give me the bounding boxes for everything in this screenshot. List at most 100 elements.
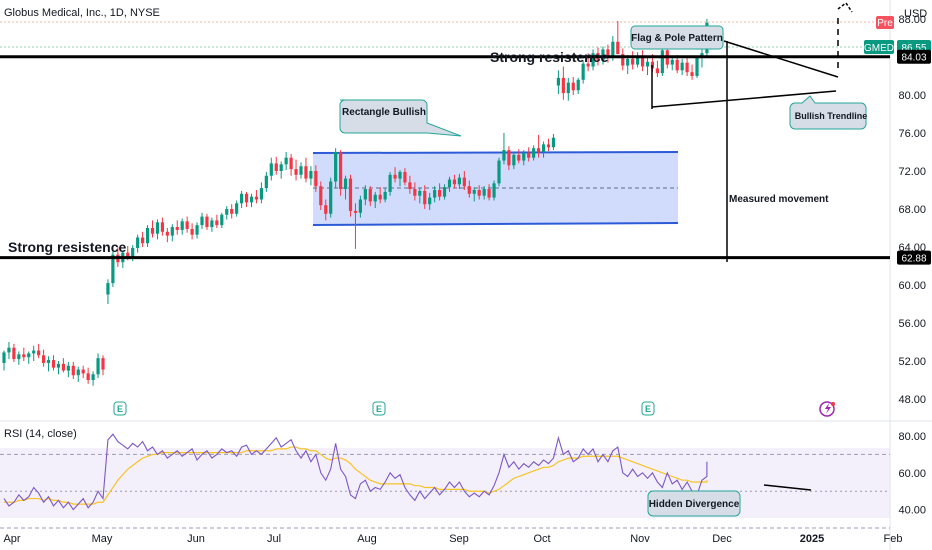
candle-body bbox=[185, 221, 189, 229]
candle bbox=[522, 150, 526, 166]
candle bbox=[284, 152, 288, 171]
currency-label[interactable]: USD bbox=[904, 8, 927, 20]
flag-upper-line bbox=[723, 40, 839, 78]
candle-body bbox=[522, 152, 526, 161]
rsi-line bbox=[3, 433, 708, 511]
candle-body bbox=[126, 252, 130, 257]
last-price-label: 86.55 bbox=[901, 43, 926, 54]
time-tick-label: Sep bbox=[449, 533, 469, 545]
candle bbox=[561, 66, 565, 100]
candle bbox=[106, 279, 110, 304]
time-axis[interactable]: Apr May Jun Jul Aug Sep Oct Nov Dec 2025 Feb bbox=[3, 533, 902, 545]
candle-body bbox=[433, 190, 437, 198]
candle bbox=[249, 193, 254, 208]
candle bbox=[388, 171, 392, 196]
candle bbox=[76, 366, 80, 382]
candle bbox=[408, 175, 412, 194]
candle bbox=[636, 52, 640, 68]
candle bbox=[438, 183, 442, 201]
candle bbox=[695, 56, 699, 78]
candle-body bbox=[319, 186, 323, 206]
candle-body bbox=[581, 63, 585, 80]
candle-body bbox=[348, 178, 353, 211]
candle-body bbox=[2, 352, 6, 363]
candle bbox=[378, 187, 382, 204]
candle bbox=[309, 166, 313, 186]
divergence-label: Hidden Divergence bbox=[649, 499, 740, 510]
earnings-icon-1: E bbox=[117, 404, 123, 414]
candle-body bbox=[32, 350, 36, 354]
candle-body bbox=[61, 363, 65, 371]
candle bbox=[512, 152, 516, 170]
candle bbox=[145, 225, 150, 247]
candle-body bbox=[368, 189, 372, 202]
candle bbox=[492, 180, 496, 201]
time-tick-label: Jun bbox=[187, 533, 205, 545]
candle bbox=[393, 167, 397, 183]
candle bbox=[433, 186, 437, 203]
candle-body bbox=[91, 374, 95, 380]
candle bbox=[398, 170, 402, 187]
earnings-icon-2: E bbox=[376, 404, 382, 414]
candle-body bbox=[264, 175, 268, 189]
divergence-callout: Hidden Divergence bbox=[647, 490, 741, 517]
candle bbox=[329, 177, 333, 218]
candle-body bbox=[274, 163, 278, 171]
upcoming-event-icon[interactable] bbox=[819, 401, 835, 417]
candle bbox=[467, 180, 471, 198]
earnings-marker-3[interactable]: E bbox=[641, 401, 655, 416]
candle-body bbox=[527, 152, 531, 158]
candle-body bbox=[299, 166, 303, 175]
candle bbox=[240, 190, 244, 209]
candle bbox=[319, 181, 323, 210]
rectangle-label: Rectangle Bullish bbox=[342, 107, 426, 118]
time-tick-label: May bbox=[92, 533, 113, 545]
candle-body bbox=[175, 227, 179, 230]
candle-body bbox=[304, 166, 308, 179]
candle-body bbox=[690, 72, 694, 76]
measured-movement-label: Measured movement bbox=[729, 194, 829, 205]
candle-body bbox=[244, 193, 249, 203]
price-axis[interactable]: 88.0084.0080.0076.0072.0068.0064.0060.00… bbox=[898, 14, 926, 406]
candle-body bbox=[195, 225, 199, 235]
rectangle-bottom-line bbox=[312, 222, 679, 226]
candle-body bbox=[343, 178, 348, 190]
price-tick-label: 56.00 bbox=[898, 318, 926, 330]
candle bbox=[7, 342, 11, 360]
candle bbox=[111, 248, 115, 287]
candle bbox=[606, 44, 610, 63]
resistance-label-bottom: Strong resistence bbox=[8, 239, 126, 255]
candle-body bbox=[591, 53, 595, 67]
candle-body bbox=[294, 169, 298, 175]
candle bbox=[418, 188, 422, 204]
candle bbox=[304, 157, 308, 183]
candle-body bbox=[576, 79, 580, 91]
candle bbox=[363, 185, 367, 206]
candle-body bbox=[472, 190, 476, 194]
candle bbox=[660, 48, 664, 76]
candle-body bbox=[205, 216, 209, 228]
rectangle-callout: Rectangle Bullish bbox=[339, 99, 462, 137]
earnings-marker-2[interactable]: E bbox=[372, 401, 386, 416]
candle-body bbox=[314, 171, 318, 187]
candle bbox=[645, 56, 650, 76]
candle-body bbox=[512, 154, 516, 166]
price-tick-label: 60.00 bbox=[898, 280, 926, 292]
pre-badge bbox=[876, 16, 894, 29]
earnings-marker-1[interactable]: E bbox=[113, 401, 127, 416]
candle bbox=[413, 182, 417, 201]
candle-body bbox=[680, 62, 684, 71]
candle bbox=[532, 145, 536, 161]
candle bbox=[626, 55, 630, 75]
time-tick-label: Jul bbox=[267, 533, 281, 545]
candle-body bbox=[645, 61, 650, 67]
candle-body bbox=[42, 355, 46, 363]
time-tick-label: 2025 bbox=[800, 533, 824, 545]
candle-body bbox=[190, 228, 194, 235]
candle-body bbox=[225, 209, 229, 215]
candle-body bbox=[27, 353, 31, 358]
resistance-tag-bottom-label: 62.88 bbox=[901, 254, 926, 265]
ticker-tag bbox=[864, 40, 894, 54]
candle-body bbox=[289, 157, 293, 170]
projection-arrow-icon bbox=[837, 1, 853, 13]
